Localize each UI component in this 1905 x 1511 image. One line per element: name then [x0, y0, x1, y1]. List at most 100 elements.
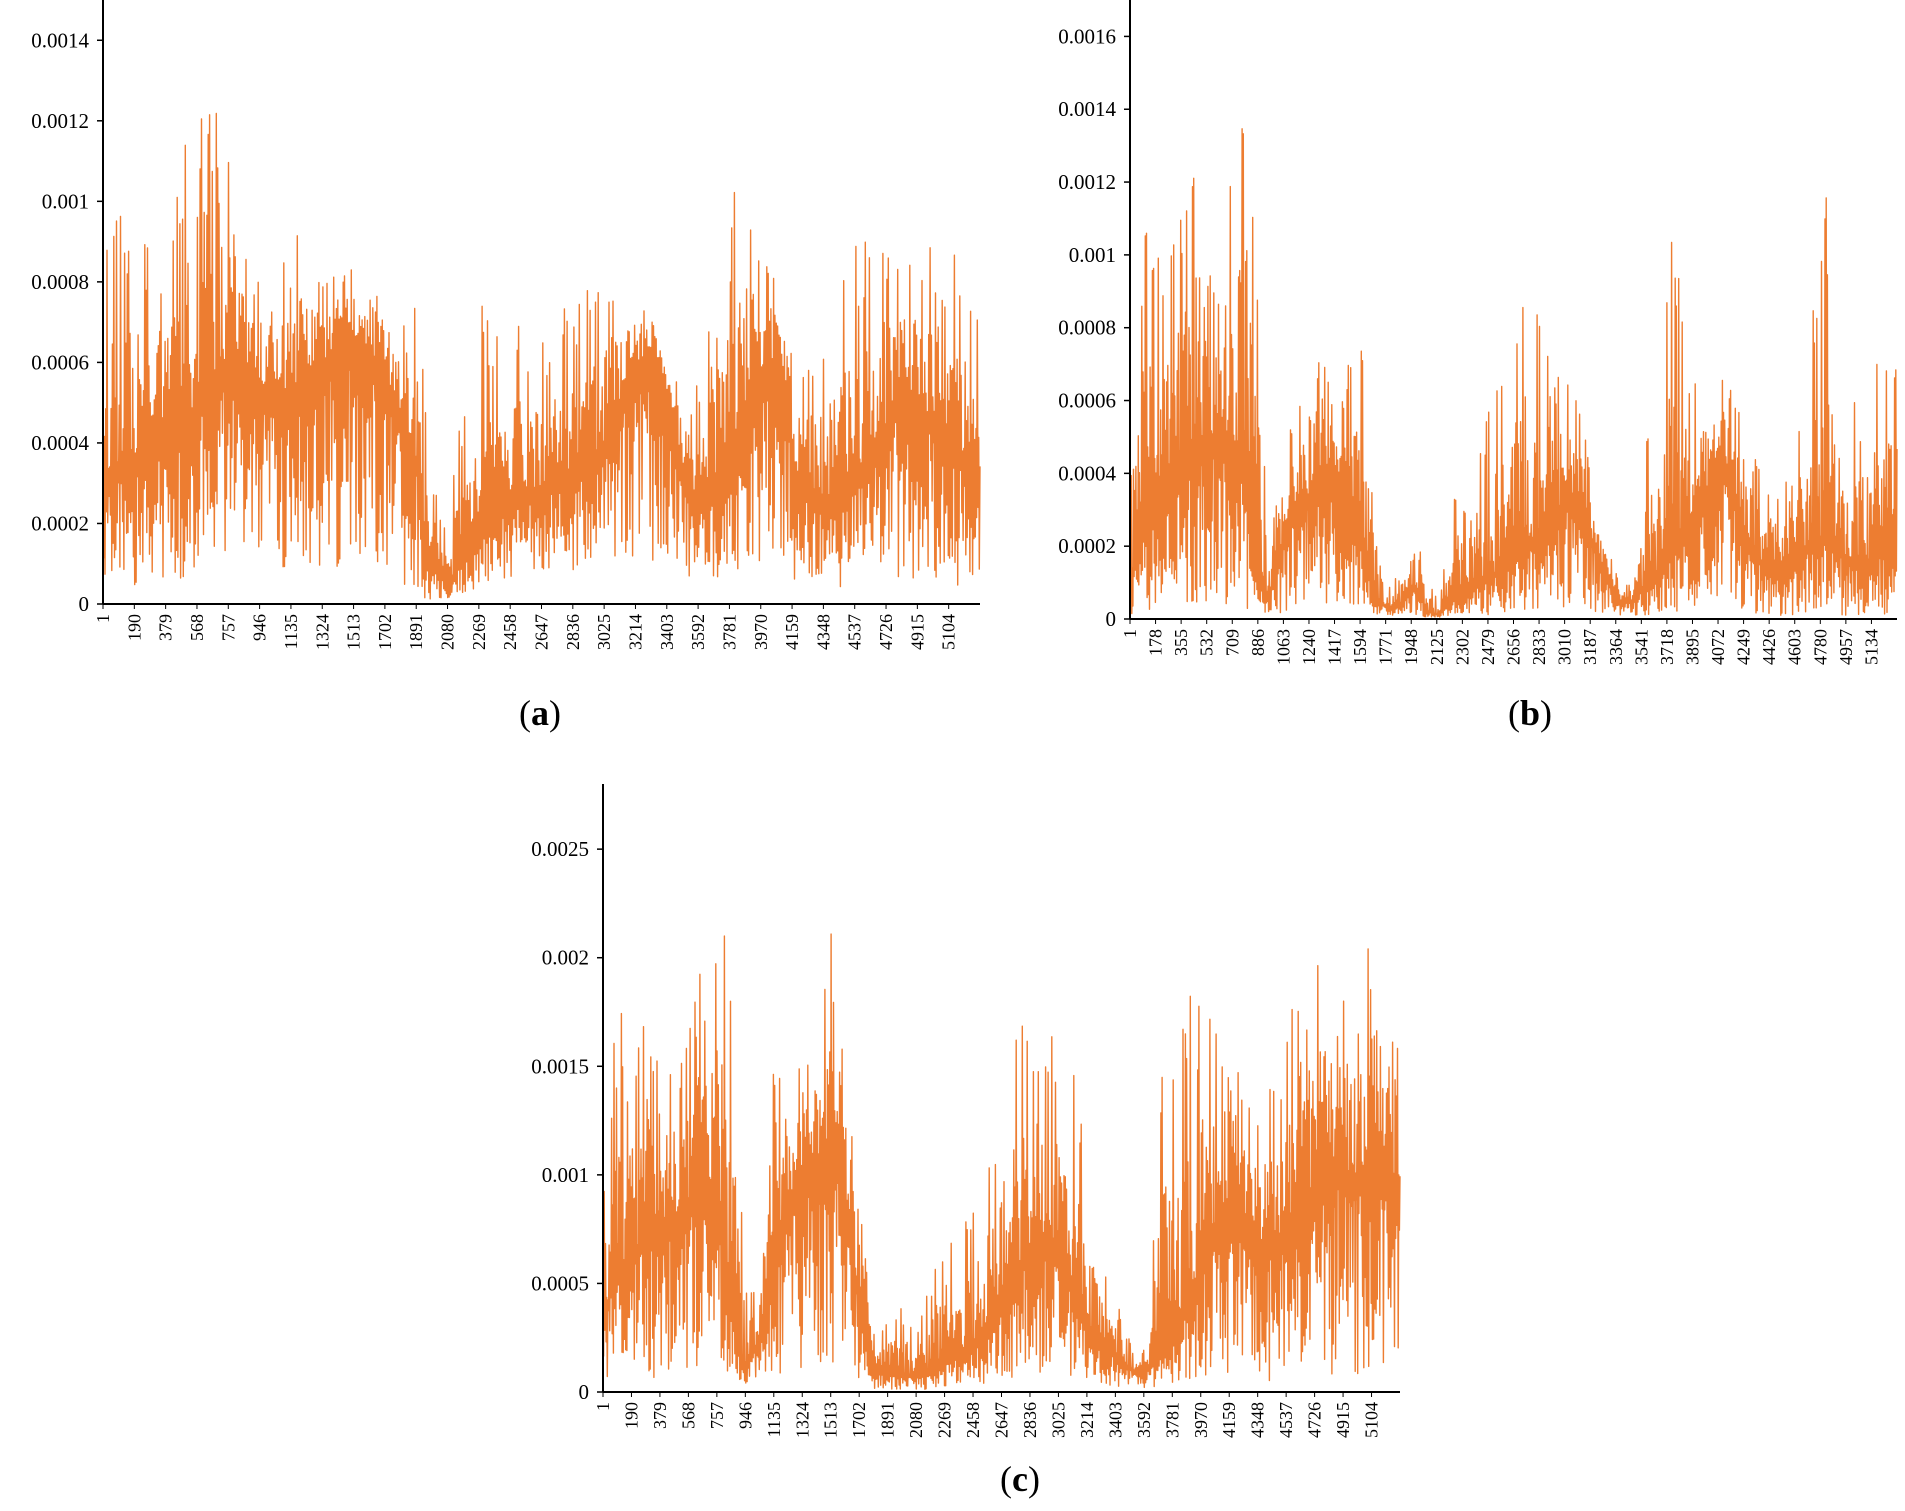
chart-panel-c: 0 0.0005 0.001 0.0015 0.002 0.0025 1 190 379 568 7…: [500, 770, 1430, 1470]
x-tick-label-c: 2269: [935, 1402, 955, 1438]
y-tick-label-a: 0.0012: [31, 109, 89, 133]
x-tick-label-c: 946: [735, 1402, 755, 1429]
x-tick-label-c: 1513: [821, 1402, 841, 1438]
x-tick-label-c: 379: [650, 1402, 670, 1429]
x-tick-label-b: 4249: [1734, 629, 1754, 665]
x-tick-label-a: 1135: [281, 614, 301, 649]
y-tick-label-c: 0.001: [542, 1163, 589, 1187]
x-tick-label-c: 4726: [1305, 1402, 1325, 1438]
x-tick-label-a: 1: [93, 614, 113, 623]
x-tick-label-a: 3025: [594, 614, 614, 650]
x-tick-label-b: 532: [1197, 629, 1217, 656]
x-tick-label-a: 2269: [469, 614, 489, 650]
x-tick-label-c: 5104: [1362, 1402, 1382, 1438]
x-tick-label-c: 1324: [792, 1402, 812, 1438]
x-tick-label-a: 946: [250, 614, 270, 641]
x-tick-label-b: 2479: [1478, 629, 1498, 665]
y-tick-label-b: 0.0014: [1058, 97, 1116, 121]
x-tick-label-a: 3403: [657, 614, 677, 650]
x-tick-label-b: 3541: [1631, 629, 1651, 665]
y-tick-label-c: 0.0025: [531, 837, 589, 861]
x-tick-label-b: 3010: [1555, 629, 1575, 665]
x-tick-label-a: 1891: [406, 614, 426, 650]
x-tick-label-a: 4726: [876, 614, 896, 650]
y-tick-label-b: 0.0002: [1058, 534, 1116, 558]
x-tick-label-c: 1702: [849, 1402, 869, 1438]
x-tick-label-c: 1135: [764, 1402, 784, 1437]
x-tick-label-c: 757: [707, 1402, 727, 1429]
x-tick-label-b: 1948: [1401, 629, 1421, 665]
x-tick-label-a: 3214: [625, 614, 645, 650]
x-tick-label-a: 3970: [751, 614, 771, 650]
series-line-a: [102, 112, 981, 600]
x-tick-label-a: 3781: [719, 614, 739, 650]
x-tick-label-a: 2080: [438, 614, 458, 650]
x-tick-label-a: 379: [156, 614, 176, 641]
x-tick-label-a: 2836: [563, 614, 583, 650]
y-tick-label-c: 0.0005: [531, 1271, 589, 1295]
x-tick-label-b: 355: [1171, 629, 1191, 656]
x-tick-label-c: 2080: [906, 1402, 926, 1438]
x-tick-label-b: 2302: [1452, 629, 1472, 665]
x-tick-label-b: 2125: [1427, 629, 1447, 665]
y-tick-label-b: 0.0004: [1058, 461, 1116, 485]
x-tick-label-a: 1513: [344, 614, 364, 650]
y-tick-label-a: 0.0002: [31, 511, 89, 535]
chart-a-svg: 0 0.0002 0.0004 0.0006 0.0008 0.001 0.0012 0.00…: [31, 0, 981, 650]
x-tick-label-c: 4537: [1276, 1402, 1296, 1438]
x-tick-label-a: 568: [187, 614, 207, 641]
y-tick-label-b: 0.001: [1069, 243, 1116, 267]
y-tick-label-a: 0: [79, 592, 90, 616]
x-tick-label-a: 4159: [782, 614, 802, 650]
x-tick-label-b: 4072: [1708, 629, 1728, 665]
x-tick-label-c: 1891: [878, 1402, 898, 1438]
y-tick-label-a: 0.0006: [31, 350, 89, 374]
x-tick-label-b: 3718: [1657, 629, 1677, 665]
x-tick-label-b: 5134: [1861, 629, 1881, 665]
x-tick-label-c: 3781: [1162, 1402, 1182, 1438]
series-line-c: [602, 933, 1401, 1390]
x-tick-label-a: 4348: [813, 614, 833, 650]
x-tick-label-b: 1771: [1376, 629, 1396, 665]
x-tick-label-c: 2836: [1020, 1402, 1040, 1438]
x-tick-label-a: 4537: [845, 614, 865, 650]
y-tick-label-b: 0.0006: [1058, 389, 1116, 413]
y-tick-label-b: 0.0008: [1058, 316, 1116, 340]
x-tick-label-a: 4915: [907, 614, 927, 650]
caption-a: (a): [519, 693, 561, 733]
x-tick-label-c: 190: [621, 1402, 641, 1429]
x-tick-label-b: 4426: [1759, 629, 1779, 665]
x-tick-label-c: 3592: [1134, 1402, 1154, 1438]
x-tick-label-a: 757: [218, 614, 238, 641]
x-tick-label-b: 709: [1222, 629, 1242, 656]
y-tick-label-b: 0: [1106, 607, 1117, 631]
x-tick-label-b: 1063: [1273, 629, 1293, 665]
y-tick-label-a: 0.0008: [31, 270, 89, 294]
x-tick-label-c: 4348: [1248, 1402, 1268, 1438]
x-tick-label-c: 2647: [992, 1402, 1012, 1438]
x-tick-label-b: 1594: [1350, 629, 1370, 665]
x-tick-label-b: 2833: [1529, 629, 1549, 665]
x-tick-label-a: 1702: [375, 614, 395, 650]
y-tick-label-a: 0.0014: [31, 28, 89, 52]
caption-c: (c): [1000, 1459, 1040, 1499]
x-tick-label-b: 2656: [1504, 629, 1524, 665]
x-tick-label-b: 1240: [1299, 629, 1319, 665]
chart-panel-a: 0 0.0002 0.0004 0.0006 0.0008 0.001 0.0012 0.00…: [0, 0, 990, 745]
x-tick-label-b: 3895: [1682, 629, 1702, 665]
x-tick-label-a: 1324: [312, 614, 332, 650]
x-tick-label-c: 4915: [1333, 1402, 1353, 1438]
x-tick-label-a: 5104: [939, 614, 959, 650]
x-tick-label-a: 2647: [532, 614, 552, 650]
x-tick-label-c: 3970: [1191, 1402, 1211, 1438]
x-tick-label-b: 1417: [1325, 629, 1345, 665]
chart-c-svg: 0 0.0005 0.001 0.0015 0.002 0.0025 1 190 379 568 7…: [531, 784, 1401, 1438]
x-tick-label-c: 3025: [1048, 1402, 1068, 1438]
x-tick-label-b: 1: [1120, 629, 1140, 638]
x-tick-label-c: 2458: [963, 1402, 983, 1438]
y-tick-label-b: 0.0016: [1058, 24, 1116, 48]
x-tick-label-b: 3187: [1580, 629, 1600, 665]
y-tick-label-b: 0.0012: [1058, 170, 1116, 194]
x-tick-label-c: 3214: [1077, 1402, 1097, 1438]
x-tick-label-b: 3364: [1606, 629, 1626, 665]
